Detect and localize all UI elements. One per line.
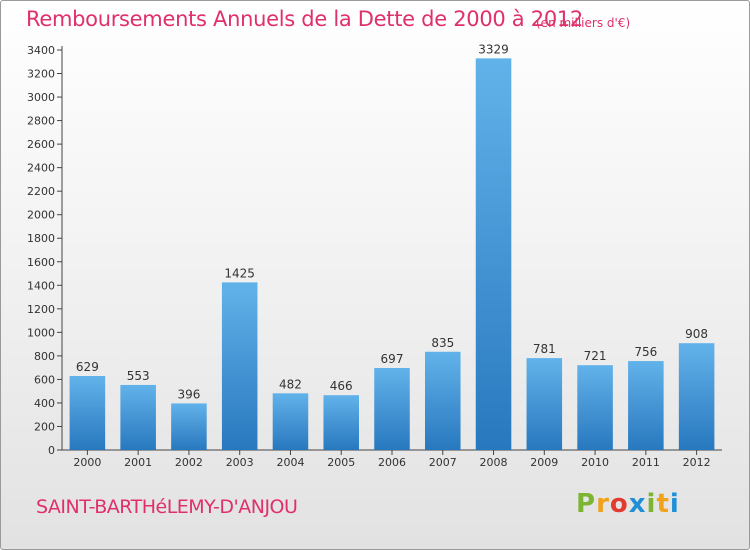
y-tick-label: 400	[34, 397, 55, 410]
x-tick-label: 2000	[73, 456, 101, 469]
data-label: 781	[533, 342, 556, 356]
data-label: 1425	[224, 266, 255, 280]
x-tick-label: 2009	[530, 456, 558, 469]
logo-letter: r	[596, 489, 610, 519]
y-tick-label: 1800	[27, 232, 55, 245]
logo-letter: t	[656, 489, 670, 519]
x-tick-label: 2008	[480, 456, 508, 469]
y-tick-label: 1000	[27, 326, 55, 339]
y-tick-label: 2200	[27, 185, 55, 198]
y-tick-label: 2600	[27, 138, 55, 151]
y-tick-label: 1600	[27, 256, 55, 269]
bar	[577, 365, 613, 450]
x-tick-label: 2006	[378, 456, 406, 469]
logo-letter: P	[576, 489, 597, 519]
y-tick-label: 3000	[27, 91, 55, 104]
data-label: 835	[431, 336, 454, 350]
data-label: 629	[76, 360, 99, 374]
y-tick-label: 600	[34, 373, 55, 386]
x-tick-label: 2005	[327, 456, 355, 469]
x-tick-label: 2007	[429, 456, 457, 469]
x-tick-label: 2003	[226, 456, 254, 469]
data-label: 697	[381, 352, 404, 366]
bar	[272, 393, 309, 450]
bar	[475, 58, 512, 451]
y-tick-label: 2400	[27, 162, 55, 175]
y-tick-label: 3400	[27, 44, 55, 57]
data-label: 482	[279, 377, 302, 391]
logo-letter: i	[646, 489, 657, 519]
bar	[120, 384, 156, 450]
data-label: 908	[685, 327, 708, 341]
x-tick-label: 2012	[683, 456, 711, 469]
y-tick-label: 3200	[27, 68, 55, 81]
y-tick-label: 2800	[27, 115, 55, 128]
data-label: 756	[634, 345, 657, 359]
data-label: 3329	[478, 42, 509, 56]
x-tick-label: 2011	[632, 456, 660, 469]
bar	[221, 282, 258, 450]
chart-title: Remboursements Annuels de la Dette de 20…	[26, 7, 583, 31]
bar	[171, 403, 207, 450]
bar	[526, 358, 563, 450]
y-tick-label: 200	[34, 420, 55, 433]
x-tick-label: 2001	[124, 456, 152, 469]
bar	[69, 376, 106, 450]
unit-label: (en milliers d'€)	[536, 16, 631, 30]
bar	[374, 368, 410, 450]
data-label: 721	[584, 349, 607, 363]
bar	[425, 351, 461, 450]
y-tick-label: 1200	[27, 303, 55, 316]
y-tick-label: 1400	[27, 279, 55, 292]
logo-letter: o	[609, 489, 629, 519]
commune-name: SAINT-BARTHéLEMY-D'ANJOU	[36, 496, 298, 518]
data-label: 396	[177, 387, 200, 401]
logo-letter: x	[628, 489, 647, 519]
x-tick-label: 2004	[276, 456, 304, 469]
y-tick-label: 800	[34, 350, 55, 363]
bar	[323, 395, 359, 450]
x-tick-label: 2002	[175, 456, 203, 469]
y-tick-label: 2000	[27, 209, 55, 222]
y-tick-label: 0	[48, 444, 55, 457]
data-label: 553	[127, 369, 150, 383]
x-tick-label: 2010	[581, 456, 609, 469]
bar	[678, 343, 715, 450]
logo-letter: i	[669, 489, 680, 519]
data-label: 466	[330, 379, 353, 393]
proxiti-logo: Proxiti	[576, 489, 680, 519]
bar	[628, 361, 664, 450]
